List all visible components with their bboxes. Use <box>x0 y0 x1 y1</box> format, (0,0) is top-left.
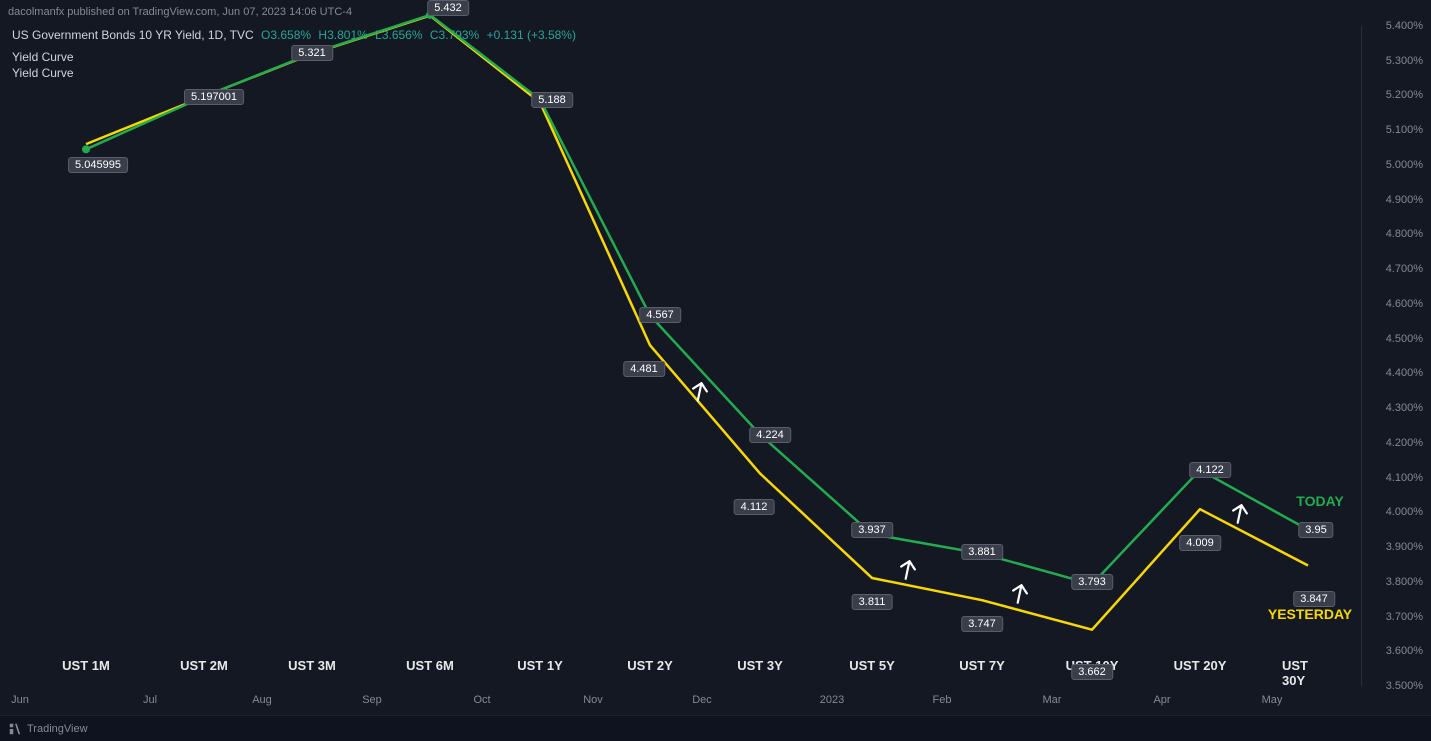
series-annotation: YESTERDAY <box>1268 606 1352 622</box>
yield-curve-svg <box>0 26 1360 686</box>
y-tick-label: 5.300% <box>1386 55 1423 67</box>
y-tick-label: 4.700% <box>1386 263 1423 275</box>
x-month-label: Jun <box>11 694 29 706</box>
x-month-label: 2023 <box>820 694 844 706</box>
y-tick-label: 4.000% <box>1386 506 1423 518</box>
value-label: 3.937 <box>851 522 893 538</box>
value-label: 4.481 <box>623 361 665 377</box>
value-label: 3.747 <box>961 616 1003 632</box>
y-tick-label: 3.600% <box>1386 645 1423 657</box>
y-tick-label: 4.600% <box>1386 298 1423 310</box>
x-month-label: Aug <box>252 694 272 706</box>
x-maturity-label: UST 20Y <box>1174 658 1227 673</box>
value-label: 4.122 <box>1189 462 1231 478</box>
x-month-label: Oct <box>473 694 490 706</box>
y-tick-label: 5.200% <box>1386 89 1423 101</box>
value-label: 3.881 <box>961 544 1003 560</box>
value-label: 3.811 <box>852 594 893 610</box>
x-axis-maturities: UST 1M UST 2M UST 3M UST 6M UST 1Y UST 2Y UST … <box>0 658 1360 678</box>
x-maturity-label: UST 2M <box>180 658 228 673</box>
x-maturity-label: UST 1M <box>62 658 110 673</box>
x-axis-months: Jun Jul Aug Sep Oct Nov Dec 2023 Feb Mar Apr May <box>0 694 1360 712</box>
value-label: 3.662 <box>1071 664 1113 680</box>
x-month-label: Mar <box>1043 694 1062 706</box>
x-maturity-label: UST 3M <box>288 658 336 673</box>
footer-bar: TradingView <box>0 715 1431 741</box>
y-tick-label: 4.400% <box>1386 367 1423 379</box>
y-tick-label: 5.000% <box>1386 159 1423 171</box>
x-month-label: Jul <box>143 694 157 706</box>
value-label: 5.197001 <box>184 89 244 105</box>
publisher-line: dacolmanfx published on TradingView.com,… <box>8 6 352 18</box>
series-line <box>86 15 1308 584</box>
value-label: 4.567 <box>639 307 681 323</box>
value-label: 4.224 <box>749 427 791 443</box>
y-tick-label: 3.500% <box>1386 680 1423 692</box>
series-marker <box>82 145 90 153</box>
x-maturity-label: UST 5Y <box>849 658 895 673</box>
y-tick-label: 4.800% <box>1386 228 1423 240</box>
y-tick-label: 4.300% <box>1386 402 1423 414</box>
value-label: 5.045995 <box>68 157 128 173</box>
series-line <box>86 16 1308 630</box>
y-tick-label: 5.400% <box>1386 20 1423 32</box>
y-tick-label: 5.100% <box>1386 124 1423 136</box>
x-month-label: Feb <box>933 694 952 706</box>
value-label: 5.321 <box>291 45 333 61</box>
y-tick-label: 3.900% <box>1386 541 1423 553</box>
value-label: 4.009 <box>1179 535 1221 551</box>
chart-plot-area[interactable] <box>0 26 1360 686</box>
tradingview-logo-icon <box>8 722 22 736</box>
value-label: 4.112 <box>734 499 775 515</box>
y-tick-label: 4.100% <box>1386 472 1423 484</box>
y-tick-label: 4.900% <box>1386 194 1423 206</box>
value-label: 3.95 <box>1298 522 1333 538</box>
x-month-label: Apr <box>1153 694 1170 706</box>
x-maturity-label: UST 3Y <box>737 658 783 673</box>
y-tick-label: 4.500% <box>1386 333 1423 345</box>
x-month-label: Sep <box>362 694 382 706</box>
series-annotation: TODAY <box>1296 493 1343 509</box>
y-tick-label: 3.700% <box>1386 611 1423 623</box>
value-label: 3.793 <box>1071 574 1113 590</box>
x-maturity-label: UST 2Y <box>627 658 673 673</box>
value-label: 5.188 <box>531 92 573 108</box>
x-month-label: May <box>1262 694 1283 706</box>
x-maturity-label: UST 7Y <box>959 658 1005 673</box>
x-month-label: Dec <box>692 694 712 706</box>
y-tick-label: 3.800% <box>1386 576 1423 588</box>
x-maturity-label: UST 6M <box>406 658 454 673</box>
x-maturity-label: UST 1Y <box>517 658 563 673</box>
x-maturity-label: UST 30Y <box>1282 658 1334 688</box>
value-label: 5.432 <box>427 0 469 16</box>
y-axis: 3.500%3.600%3.700%3.800%3.900%4.000%4.10… <box>1361 26 1431 686</box>
x-month-label: Nov <box>583 694 603 706</box>
y-tick-label: 4.200% <box>1386 437 1423 449</box>
footer-text: TradingView <box>27 723 88 735</box>
